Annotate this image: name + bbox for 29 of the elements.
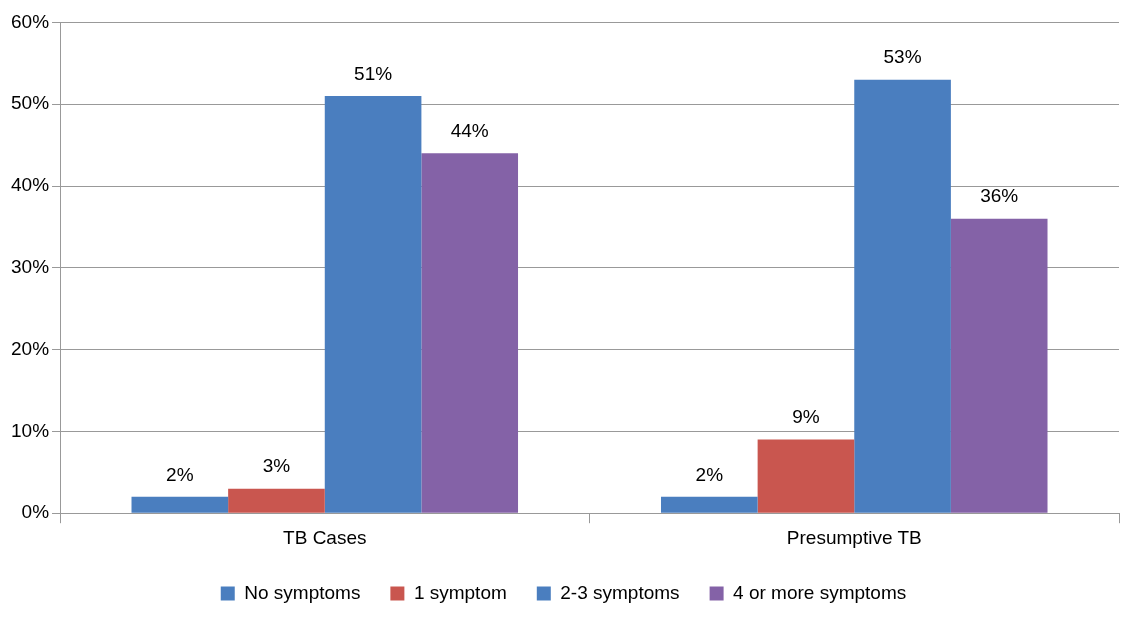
y-tick-label: 20% — [11, 337, 50, 359]
data-label: 9% — [792, 406, 820, 428]
bar — [854, 79, 951, 513]
y-tick-label: 40% — [11, 174, 50, 196]
data-label: 3% — [262, 455, 291, 477]
y-tick-label: 0% — [21, 501, 50, 523]
bar — [421, 153, 519, 513]
x-tick-label: Presumptive TB — [786, 526, 922, 548]
data-label: 2% — [695, 463, 724, 485]
x-tick-label: TB Cases — [283, 526, 367, 548]
legend-label: No symptoms — [244, 581, 361, 603]
data-label: 36% — [980, 185, 1019, 207]
y-tick-label: 60% — [11, 10, 50, 32]
bar — [131, 496, 229, 513]
legend-label: 1 symptom — [413, 581, 507, 603]
bar — [757, 439, 855, 513]
data-label: 2% — [166, 463, 194, 485]
bar — [324, 96, 422, 513]
bar — [228, 488, 325, 513]
legend-label: 2-3 symptoms — [560, 581, 680, 603]
data-label: 44% — [450, 120, 489, 142]
data-label: 53% — [883, 46, 922, 68]
y-tick-label: 50% — [11, 92, 50, 114]
bar — [661, 496, 758, 513]
y-tick-label: 10% — [11, 419, 50, 441]
legend-label: 4 or more symptoms — [733, 581, 907, 603]
bar — [950, 218, 1048, 513]
y-tick-label: 30% — [11, 256, 50, 278]
data-label: 51% — [354, 62, 393, 84]
